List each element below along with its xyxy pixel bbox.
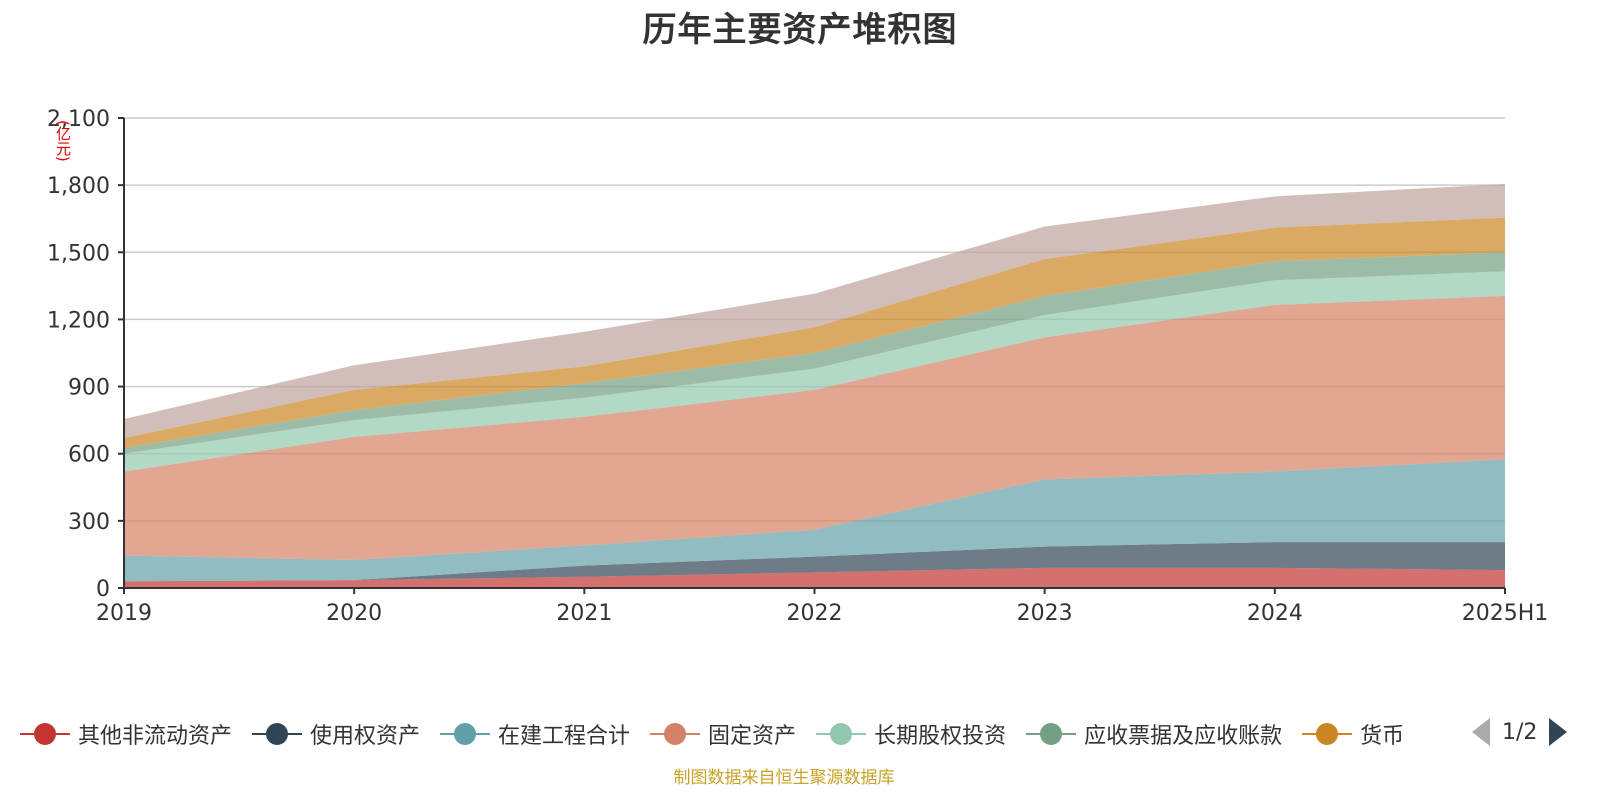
legend-marker-icon bbox=[816, 722, 867, 746]
y-tick-label: 2,100 bbox=[47, 107, 110, 132]
legend-marker-icon bbox=[440, 722, 491, 746]
legend-item[interactable]: 长期股权投资 bbox=[816, 718, 1006, 750]
legend: 其他非流动资产 使用权资产 在建工程合计 固定资产 长期股权投资 应收票据及应收账款 货币 bbox=[0, 716, 1404, 752]
x-tick-label: 2023 bbox=[1017, 601, 1073, 626]
area-series-0 bbox=[124, 567, 1505, 588]
source-note: 制图数据来自恒生聚源数据库 bbox=[673, 768, 895, 788]
y-tick-label: 300 bbox=[68, 510, 110, 535]
legend-item[interactable]: 使用权资产 bbox=[252, 718, 420, 750]
x-tick-label: 2025H1 bbox=[1462, 601, 1549, 626]
legend-label: 应收票据及应收账款 bbox=[1084, 724, 1283, 749]
legend-item[interactable]: 货币 bbox=[1302, 718, 1404, 750]
area-series-group bbox=[124, 184, 1505, 588]
x-tick-label: 2020 bbox=[326, 601, 382, 626]
area-series-7 bbox=[124, 184, 1505, 439]
legend-marker-icon bbox=[252, 722, 303, 746]
legend-marker-icon bbox=[20, 722, 70, 746]
x-tick-label: 2019 bbox=[96, 601, 152, 626]
legend-label: 固定资产 bbox=[708, 724, 797, 749]
legend-item[interactable]: 应收票据及应收账款 bbox=[1026, 718, 1282, 750]
legend-marker-icon bbox=[1302, 722, 1353, 746]
legend-item[interactable]: 在建工程合计 bbox=[440, 718, 630, 750]
area-series-6 bbox=[124, 217, 1505, 449]
y-tick-label: 1,500 bbox=[47, 241, 110, 266]
legend-label: 使用权资产 bbox=[310, 724, 421, 749]
legend-pager: 1/2 bbox=[1472, 718, 1568, 746]
area-series-2 bbox=[124, 459, 1505, 582]
y-tick-label: 1,800 bbox=[47, 174, 110, 199]
y-tick-label: 600 bbox=[68, 443, 110, 468]
legend-item[interactable]: 固定资产 bbox=[650, 718, 796, 750]
y-axis-unit-label: (亿元) bbox=[54, 120, 72, 162]
legend-label: 长期股权投资 bbox=[874, 724, 1007, 749]
area-series-4 bbox=[124, 271, 1505, 472]
y-tick-label: 1,200 bbox=[47, 308, 110, 333]
legend-label: 在建工程合计 bbox=[498, 724, 631, 749]
y-tick-label: 0 bbox=[96, 577, 110, 602]
area-series-1 bbox=[124, 542, 1505, 582]
x-tick-label: 2021 bbox=[556, 601, 612, 626]
x-tick-label: 2022 bbox=[787, 601, 843, 626]
area-series-3 bbox=[124, 295, 1505, 561]
x-tick-label: 2024 bbox=[1247, 601, 1303, 626]
legend-prev-page-icon[interactable] bbox=[1472, 718, 1490, 746]
legend-next-page-icon[interactable] bbox=[1549, 718, 1568, 746]
legend-marker-icon bbox=[1026, 722, 1077, 746]
y-tick-label: 900 bbox=[68, 376, 110, 401]
legend-label: 其他非流动资产 bbox=[78, 724, 233, 749]
legend-marker-icon bbox=[650, 722, 701, 746]
legend-item[interactable]: 其他非流动资产 bbox=[20, 718, 232, 750]
legend-label: 货币 bbox=[1360, 724, 1405, 749]
legend-page-indicator: 1/2 bbox=[1502, 719, 1538, 745]
chart-title: 历年主要资产堆积图 bbox=[642, 10, 958, 50]
